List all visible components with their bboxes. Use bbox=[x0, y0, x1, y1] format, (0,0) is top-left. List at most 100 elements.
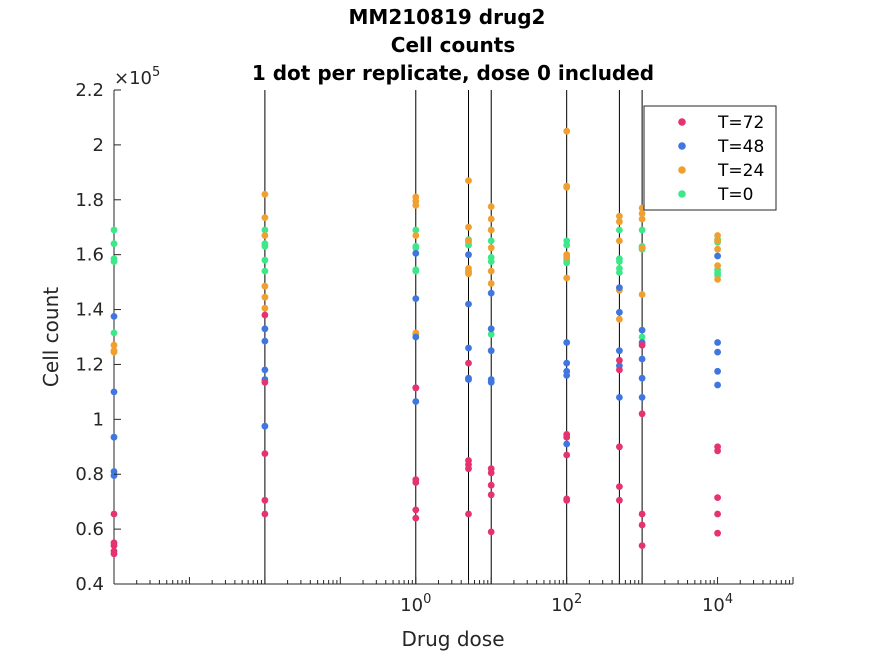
data-point bbox=[487, 491, 495, 499]
data-point bbox=[638, 210, 646, 217]
data-point bbox=[110, 226, 118, 234]
data-point bbox=[616, 366, 623, 374]
plot-axes bbox=[113, 90, 793, 585]
data-point bbox=[616, 347, 623, 355]
data-point bbox=[487, 289, 495, 297]
data-point bbox=[465, 510, 472, 518]
data-point bbox=[563, 254, 571, 261]
data-point bbox=[110, 510, 118, 518]
data-point bbox=[261, 232, 269, 239]
data-point bbox=[487, 325, 495, 333]
data-point bbox=[110, 329, 118, 337]
x-tick-exponent: 0 bbox=[423, 592, 431, 607]
data-point bbox=[714, 510, 721, 518]
data-point bbox=[261, 226, 269, 234]
data-point bbox=[110, 240, 118, 248]
data-point bbox=[110, 388, 118, 396]
data-point bbox=[261, 366, 269, 374]
data-point bbox=[616, 226, 623, 234]
data-point bbox=[261, 293, 269, 301]
data-point bbox=[616, 258, 623, 265]
x-tick-labels: 100 102 104 bbox=[113, 577, 794, 616]
data-point bbox=[110, 258, 118, 265]
data-point bbox=[412, 267, 420, 275]
data-point bbox=[261, 311, 269, 319]
x-tick-exponent: 2 bbox=[574, 592, 582, 607]
data-point bbox=[638, 374, 646, 382]
data-point bbox=[616, 284, 623, 291]
data-point bbox=[412, 333, 420, 341]
data-point bbox=[261, 282, 269, 290]
y-tick-label: 2.2 bbox=[75, 80, 104, 101]
data-point bbox=[487, 215, 495, 223]
legend-marker bbox=[678, 118, 686, 126]
dose-lines bbox=[113, 90, 643, 584]
data-point bbox=[487, 528, 495, 536]
x-axis-label: Drug dose bbox=[401, 627, 504, 651]
data-point bbox=[110, 472, 118, 479]
data-point bbox=[563, 184, 571, 191]
data-point bbox=[616, 308, 623, 316]
data-point bbox=[563, 372, 571, 379]
data-point bbox=[714, 276, 721, 283]
data-point bbox=[638, 244, 646, 252]
x-tick-label: 102 bbox=[551, 592, 582, 616]
data-point bbox=[563, 359, 571, 367]
y-exponent-power: 5 bbox=[152, 65, 160, 80]
title-line-2: Cell counts bbox=[391, 33, 515, 57]
data-point bbox=[110, 348, 118, 356]
data-point bbox=[261, 256, 269, 264]
data-point bbox=[616, 237, 623, 245]
data-point bbox=[638, 410, 646, 418]
data-point bbox=[412, 244, 420, 252]
svg-text:×105: ×105 bbox=[114, 65, 160, 89]
data-point bbox=[616, 496, 623, 504]
x-tick-label: 104 bbox=[702, 592, 733, 616]
data-point bbox=[487, 237, 495, 245]
data-point bbox=[261, 190, 269, 198]
data-point bbox=[616, 443, 623, 451]
data-point bbox=[487, 203, 495, 211]
data-point bbox=[714, 447, 721, 455]
data-point bbox=[638, 394, 646, 401]
data-point bbox=[638, 341, 646, 349]
data-point bbox=[616, 212, 623, 220]
y-tick-label: 1.4 bbox=[75, 300, 104, 321]
legend-label: T=48 bbox=[717, 137, 764, 157]
data-point bbox=[563, 433, 571, 441]
data-point bbox=[638, 215, 646, 223]
legend-label: T=72 bbox=[717, 113, 764, 133]
y-exponent-label: ×105 bbox=[114, 65, 160, 89]
data-point bbox=[487, 280, 495, 287]
data-point bbox=[487, 378, 495, 386]
data-point bbox=[714, 494, 721, 501]
data-point bbox=[412, 514, 420, 522]
legend-label: T=24 bbox=[717, 161, 764, 181]
y-tick-label: 1.6 bbox=[75, 245, 104, 266]
y-tick-label: 2 bbox=[93, 135, 104, 156]
data-point bbox=[261, 267, 269, 275]
data-point bbox=[714, 348, 721, 356]
data-point bbox=[465, 300, 472, 308]
data-point bbox=[563, 440, 571, 448]
data-point bbox=[616, 483, 623, 490]
data-point bbox=[487, 347, 495, 355]
data-point bbox=[487, 330, 495, 338]
data-point bbox=[563, 496, 571, 504]
data-point bbox=[714, 262, 721, 269]
data-point bbox=[563, 127, 571, 135]
data-point bbox=[261, 337, 269, 345]
data-point bbox=[261, 214, 269, 222]
data-point bbox=[261, 496, 269, 504]
data-point bbox=[110, 341, 118, 349]
y-tick-label: 0.8 bbox=[75, 464, 104, 485]
legend-marker bbox=[678, 166, 686, 174]
data-points bbox=[110, 127, 721, 558]
data-point bbox=[638, 333, 646, 341]
y-tick-label: 1.8 bbox=[75, 190, 104, 211]
data-point bbox=[638, 521, 646, 529]
legend-marker bbox=[678, 142, 686, 150]
data-point bbox=[616, 394, 623, 401]
title-line-3: 1 dot per replicate, dose 0 included bbox=[252, 61, 654, 85]
data-point bbox=[412, 398, 420, 405]
